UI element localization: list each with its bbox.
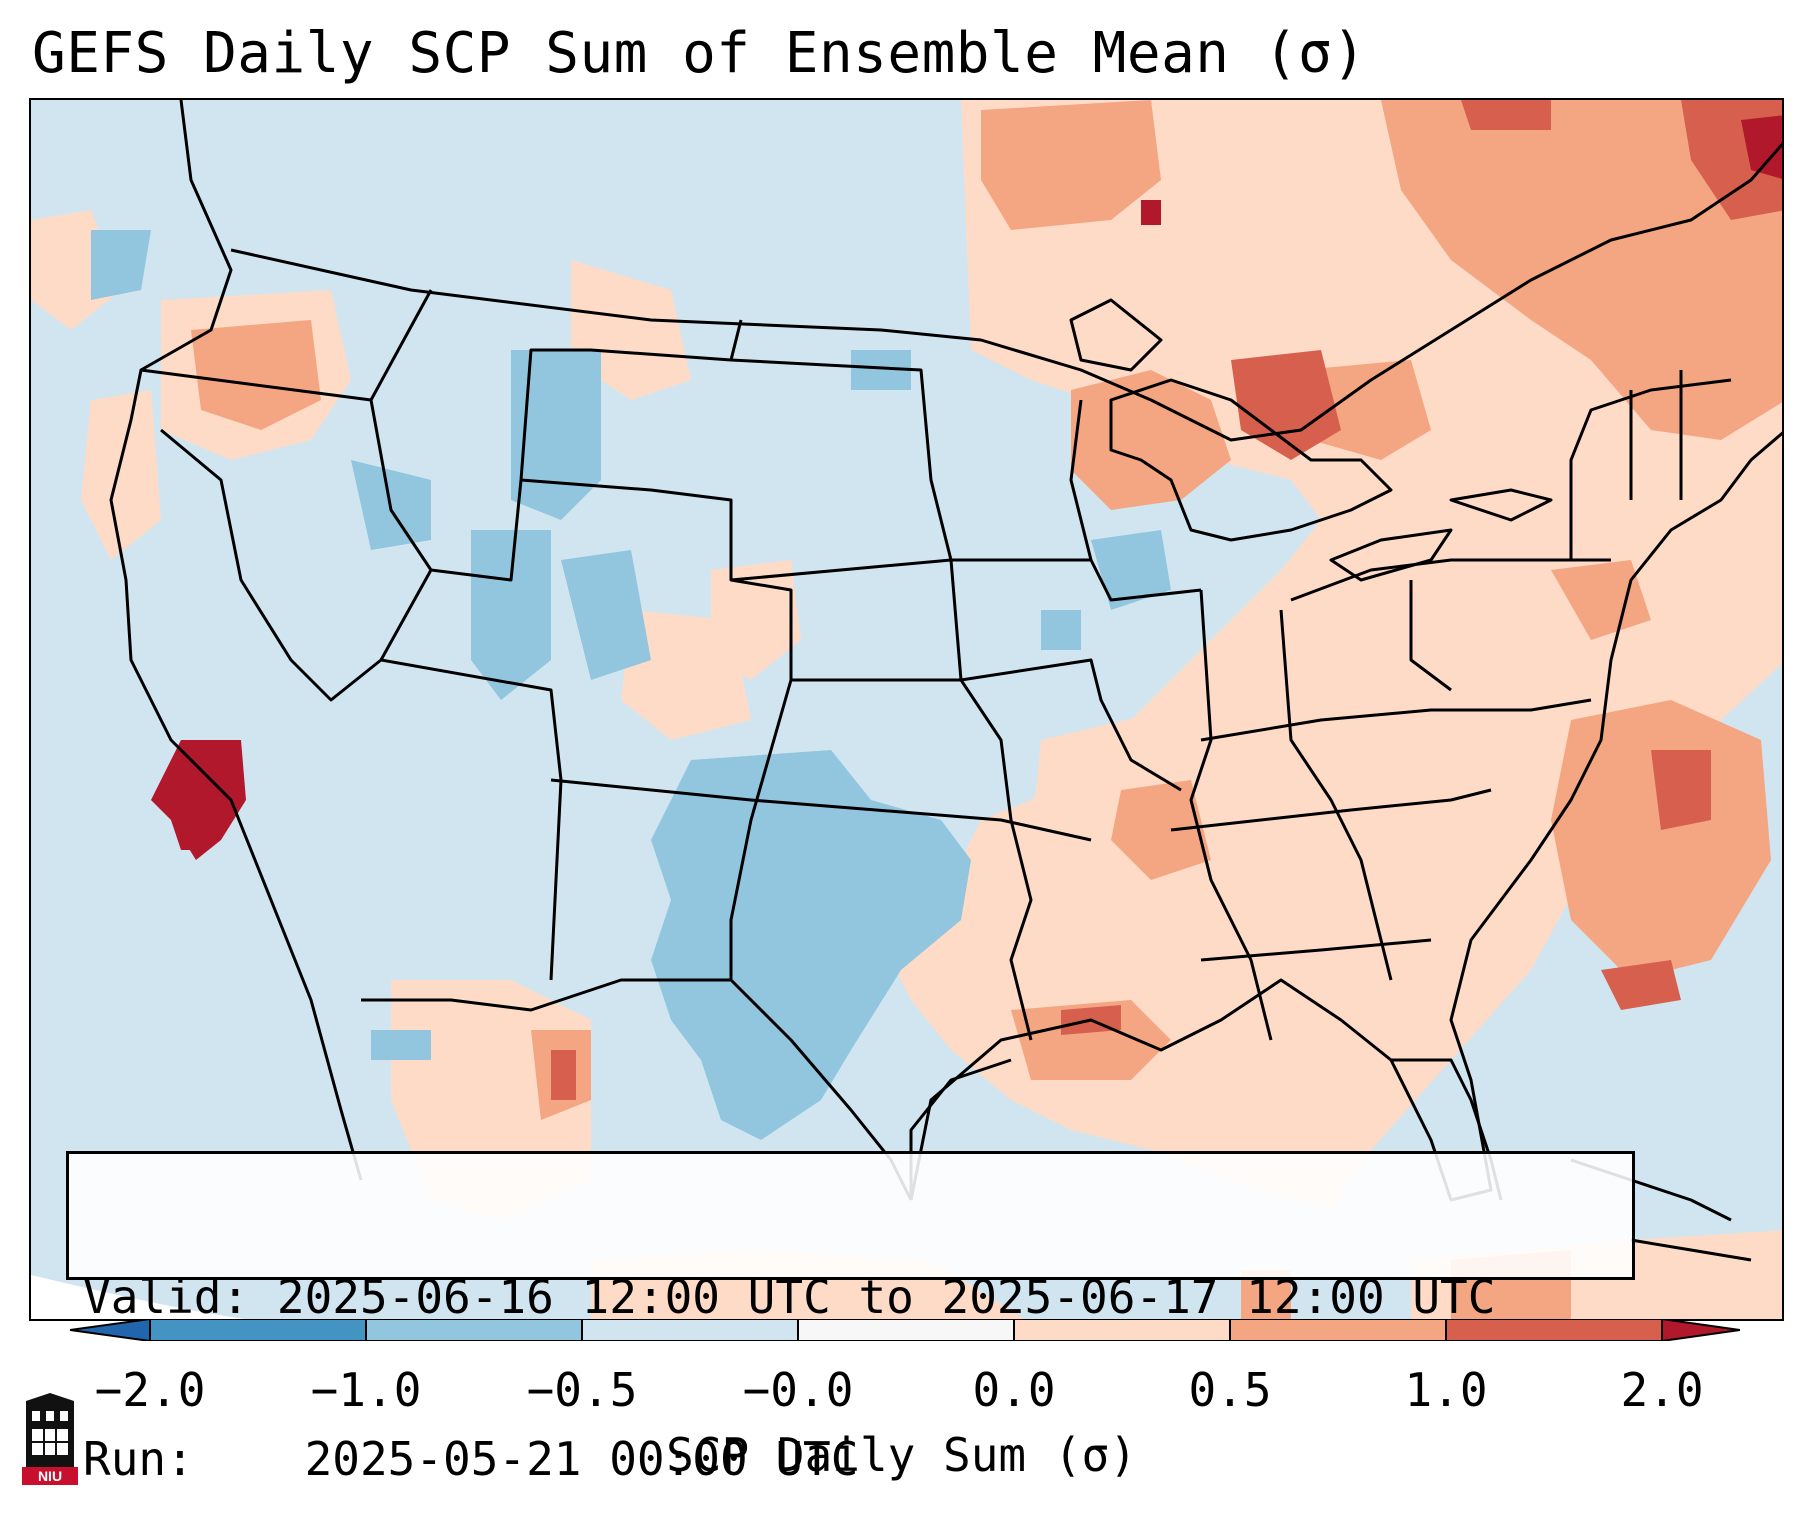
valid-value: 2025-06-16 12:00 UTC to 2025-06-17 12:00… <box>276 1270 1496 1324</box>
caribbean-islands <box>1630 1238 1752 1262</box>
projection-corner <box>31 1275 245 1319</box>
valid-label: Valid: <box>83 1270 250 1324</box>
colorbar-bin <box>366 1319 582 1341</box>
state-line <box>1200 938 1432 962</box>
state-line <box>550 778 1092 842</box>
lake-erie <box>1329 528 1453 582</box>
state-line <box>1569 378 1732 560</box>
niu-castle-icon: NIU <box>22 1393 78 1485</box>
colorbar-bin <box>1014 1319 1230 1341</box>
state-line <box>1189 589 1273 1041</box>
colorbar <box>70 1319 1740 1341</box>
state-line <box>369 289 433 401</box>
state-line <box>380 658 563 981</box>
state-line <box>1279 609 1393 981</box>
state-line <box>1290 558 1611 602</box>
valid-row: Valid: 2025-06-16 12:00 UTC to 2025-06-1… <box>83 1270 1632 1324</box>
state-line <box>730 358 1033 1041</box>
colorbar-tick-label: −0.0 <box>742 1363 854 1417</box>
logo-text: NIU <box>38 1468 62 1484</box>
state-line <box>1200 698 1592 742</box>
colorbar-ticks <box>149 1319 1663 1341</box>
colorbar-bin <box>150 1319 366 1341</box>
great-lakes <box>1109 378 1393 542</box>
run-label: Run: <box>83 1432 194 1486</box>
state-line <box>1409 580 1452 692</box>
boundaries <box>109 100 1782 1262</box>
colorbar-label: SCP Daily Sum (σ) <box>666 1428 1137 1482</box>
colorbar-bin <box>582 1319 798 1341</box>
gulf-east-coast <box>909 431 1782 1202</box>
colorbar-over-arrow <box>1662 1319 1740 1341</box>
run-value: 2025-05-21 00:00 UTC <box>304 1432 859 1486</box>
colorbar-tick-label: −0.5 <box>526 1363 638 1417</box>
state-line <box>520 478 793 980</box>
colorbar-tick-label: 0.0 <box>972 1363 1056 1417</box>
canada-border <box>230 142 1782 442</box>
lake-ontario <box>1449 488 1553 522</box>
colorbar-bin <box>798 1319 1014 1341</box>
anomaly-positive-extreme <box>151 115 1782 860</box>
state-line <box>791 658 1182 792</box>
colorbar-tick-label: 1.0 <box>1404 1363 1488 1417</box>
lake-superior <box>1069 298 1163 372</box>
colorbar-bin <box>1230 1319 1446 1341</box>
colorbar-tick-label: 2.0 <box>1620 1363 1704 1417</box>
colorbar-under-arrow <box>70 1319 150 1341</box>
colorbar-bin <box>1446 1319 1662 1341</box>
valid-info-box: Valid: 2025-06-16 12:00 UTC to 2025-06-1… <box>66 1151 1635 1486</box>
state-line <box>1069 399 1093 561</box>
nw-states <box>140 368 433 702</box>
colorbar-tick-label: −1.0 <box>310 1363 422 1417</box>
west-coast <box>109 100 363 1181</box>
run-row: Run: 2025-05-21 00:00 UTC <box>83 1432 1632 1486</box>
map-panel <box>29 98 1784 1321</box>
colorbar-tick-label: −2.0 <box>94 1363 206 1417</box>
colorbar-tick-label: 0.5 <box>1188 1363 1272 1417</box>
map-svg <box>31 100 1782 1319</box>
map-title: GEFS Daily SCP Sum of Ensemble Mean (σ) <box>32 21 1367 86</box>
state-line <box>1170 788 1492 832</box>
